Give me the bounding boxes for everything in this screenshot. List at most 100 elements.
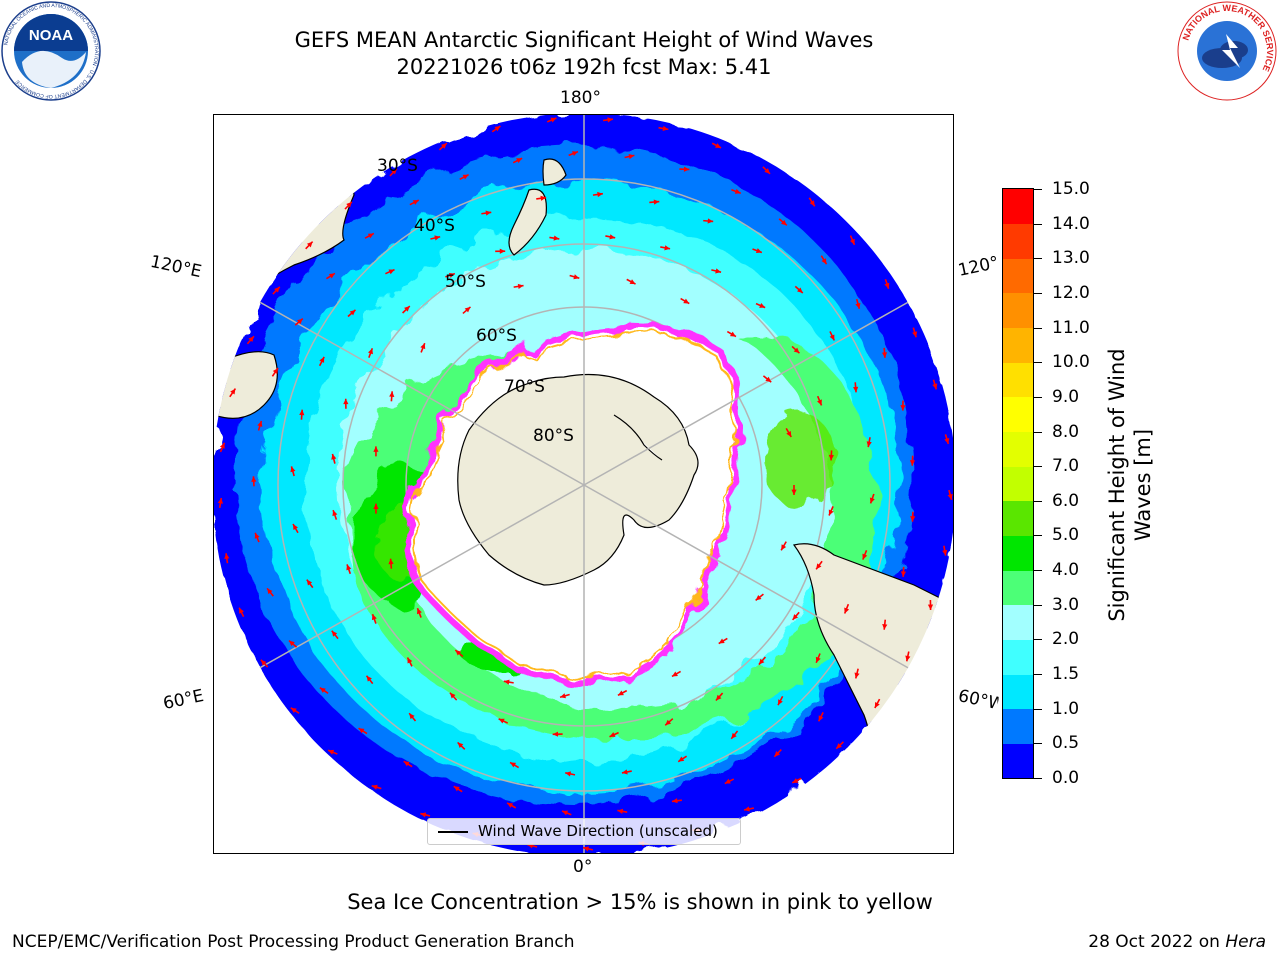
wave-direction-arrowhead bbox=[230, 388, 236, 395]
wave-direction-arrowhead bbox=[818, 715, 824, 722]
colorbar-title-line1: Significant Height of Wind bbox=[1105, 348, 1129, 622]
colorbar-tick-label: 7.0 bbox=[1052, 456, 1080, 477]
wave-direction-arrowhead bbox=[664, 245, 671, 251]
lon-label-180: 180° bbox=[560, 88, 601, 108]
wave-direction-arrowhead bbox=[844, 607, 850, 614]
colorbar-segment bbox=[1003, 604, 1033, 640]
footer-org: NCEP/EMC/Verification Post Processing Pr… bbox=[12, 932, 575, 952]
wave-direction-arrowhead bbox=[553, 235, 560, 241]
wave-direction-arrowhead bbox=[571, 151, 578, 157]
colorbar-tick bbox=[1034, 500, 1042, 502]
colorbar-segment bbox=[1003, 466, 1033, 502]
wave-direction-arrowhead bbox=[755, 248, 762, 254]
wave-direction-arrowhead bbox=[464, 306, 471, 313]
colorbar-tick-label: 9.0 bbox=[1052, 386, 1080, 407]
wave-direction-arrowhead bbox=[366, 675, 372, 682]
wave-direction-arrowhead bbox=[560, 693, 566, 699]
wave-direction-arrowhead bbox=[510, 762, 517, 768]
wave-direction-arrowhead bbox=[448, 272, 455, 278]
colorbar-tick-label: 1.5 bbox=[1052, 664, 1080, 685]
wave-direction-arrowhead bbox=[724, 778, 731, 784]
wave-direction-arrowhead bbox=[407, 657, 413, 664]
wave-direction-arrowhead bbox=[503, 679, 510, 685]
wave-direction-arrowhead bbox=[389, 391, 395, 397]
wave-direction-arrowhead bbox=[449, 692, 456, 699]
wave-direction-arrowhead bbox=[947, 493, 953, 500]
wave-direction-arrowhead bbox=[319, 356, 325, 363]
wave-direction-arrowhead bbox=[836, 743, 842, 749]
wave-direction-arrowhead bbox=[662, 125, 669, 132]
wave-direction-arrowhead bbox=[516, 158, 523, 163]
wave-direction-arrowhead bbox=[715, 268, 722, 274]
wave-direction-arrowhead bbox=[881, 352, 888, 358]
colorbar-tick-label: 0.5 bbox=[1052, 733, 1080, 754]
wave-direction-arrowhead bbox=[609, 234, 616, 240]
lat-label-70s: 70°S bbox=[504, 377, 545, 397]
wave-direction-arrowhead bbox=[617, 808, 624, 814]
wave-direction-arrowhead bbox=[290, 466, 296, 473]
colorbar-tick bbox=[1034, 535, 1042, 537]
wave-direction-arrowhead bbox=[540, 195, 547, 201]
wave-direction-arrowhead bbox=[944, 438, 950, 444]
wave-direction-arrowhead bbox=[562, 810, 569, 816]
wave-direction-arrowhead bbox=[755, 594, 762, 601]
wave-direction-arrowhead bbox=[498, 718, 505, 724]
colorbar-tick bbox=[1034, 223, 1042, 225]
colorbar-tick bbox=[1034, 431, 1042, 433]
wave-direction-arrowhead bbox=[328, 273, 335, 279]
colorbar-tick bbox=[1034, 674, 1042, 676]
wave-direction-arrowhead bbox=[328, 749, 335, 755]
colorbar bbox=[1002, 188, 1034, 779]
wave-direction-arrowhead bbox=[781, 219, 787, 226]
wave-direction-arrowhead bbox=[388, 558, 394, 565]
colorbar-tick-label: 6.0 bbox=[1052, 490, 1080, 511]
wave-direction-arrowhead bbox=[853, 386, 859, 393]
wave-direction-arrowhead bbox=[368, 348, 373, 355]
wave-direction-arrowhead bbox=[671, 671, 678, 677]
wave-direction-arrowhead bbox=[932, 383, 938, 390]
colorbar-segment bbox=[1003, 431, 1033, 467]
lat-label-30s: 30°S bbox=[377, 156, 418, 176]
nws-logo: NATIONAL WEATHER SERVICE bbox=[1177, 1, 1277, 101]
wave-direction-arrowhead bbox=[815, 656, 821, 663]
lon-label-120w: 120°W bbox=[956, 253, 1000, 281]
legend-line-swatch bbox=[438, 831, 468, 833]
colorbar-tick bbox=[1034, 570, 1042, 572]
wave-direction-arrowhead bbox=[248, 336, 254, 343]
wind-wave-arrows bbox=[217, 117, 953, 852]
wave-direction-arrowhead bbox=[420, 343, 426, 350]
wave-direction-arrowhead bbox=[793, 347, 800, 354]
wave-direction-arrowhead bbox=[331, 453, 337, 460]
wave-direction-arrowhead bbox=[412, 200, 419, 205]
colorbar-segment bbox=[1003, 327, 1033, 363]
sea-ice-note: Sea Ice Concentration > 15% is shown in … bbox=[347, 890, 933, 914]
wave-direction-arrowhead bbox=[671, 798, 678, 804]
colorbar-tick bbox=[1034, 778, 1042, 779]
map-legend: Wind Wave Direction (unscaled) bbox=[427, 818, 741, 845]
wave-direction-arrowhead bbox=[274, 286, 280, 293]
wave-direction-arrowhead bbox=[254, 532, 260, 539]
colorbar-tick bbox=[1034, 604, 1042, 606]
wave-direction-arrowhead bbox=[404, 306, 410, 312]
wave-direction-arrowhead bbox=[550, 117, 557, 123]
wave-direction-arrowhead bbox=[621, 769, 628, 775]
colorbar-segment bbox=[1003, 362, 1033, 398]
lat-label-60s: 60°S bbox=[476, 326, 517, 346]
wave-direction-arrowhead bbox=[306, 241, 313, 248]
colorbar-tick-label: 3.0 bbox=[1052, 594, 1080, 615]
wave-direction-arrowhead bbox=[507, 802, 514, 808]
wave-direction-arrowhead bbox=[617, 690, 624, 696]
wave-direction-arrowhead bbox=[653, 199, 660, 205]
colorbar-tick-label: 5.0 bbox=[1052, 525, 1080, 546]
chart-subtitle: 20221026 t06z 192h fcst Max: 5.41 bbox=[396, 55, 772, 79]
wave-direction-arrowhead bbox=[499, 248, 506, 254]
colorbar-tick bbox=[1034, 708, 1042, 710]
colorbar-tick-label: 13.0 bbox=[1052, 248, 1090, 269]
wave-direction-arrowhead bbox=[319, 687, 326, 693]
wave-direction-arrowhead bbox=[909, 460, 916, 466]
lon-label-0: 0° bbox=[573, 857, 593, 877]
wave-direction-arrowhead bbox=[494, 126, 501, 132]
wave-direction-arrowhead bbox=[869, 497, 875, 504]
wave-direction-arrowhead bbox=[866, 441, 872, 448]
wave-direction-arrowhead bbox=[731, 732, 737, 739]
